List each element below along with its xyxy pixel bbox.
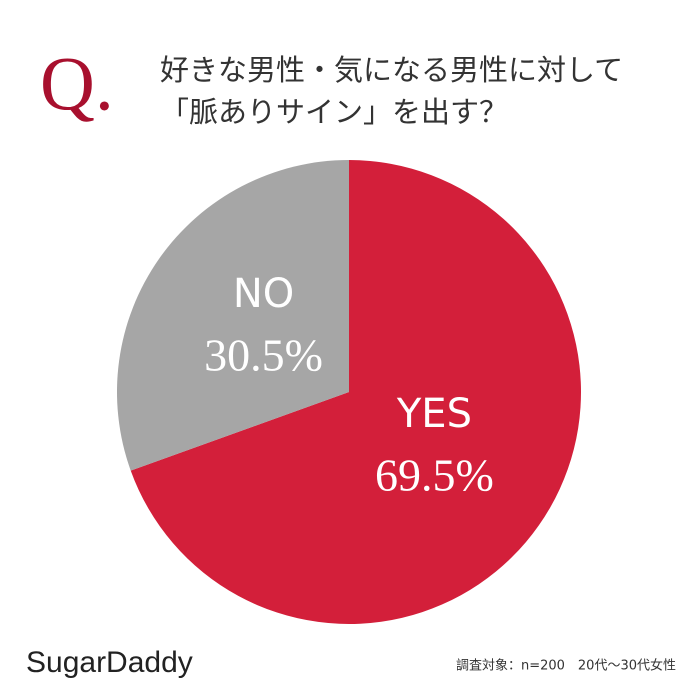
slice-value-label: 69.5% (375, 450, 494, 501)
source-note: 調査対象：n=200 20代～30代女性 (456, 658, 676, 674)
slice-label: NO (233, 271, 294, 317)
chart-title: 「脈ありサイン」を出す？ (160, 95, 508, 129)
chart-title: 好きな男性・気になる男性に対して (160, 53, 623, 87)
pie-slice (117, 160, 349, 471)
slice-value-label: 30.5% (204, 330, 323, 381)
brand-logo: SugarDaddy (26, 646, 193, 679)
slice-label: YES (396, 391, 472, 437)
pie-slice (130, 160, 581, 624)
question-marker: Q. (40, 42, 114, 126)
